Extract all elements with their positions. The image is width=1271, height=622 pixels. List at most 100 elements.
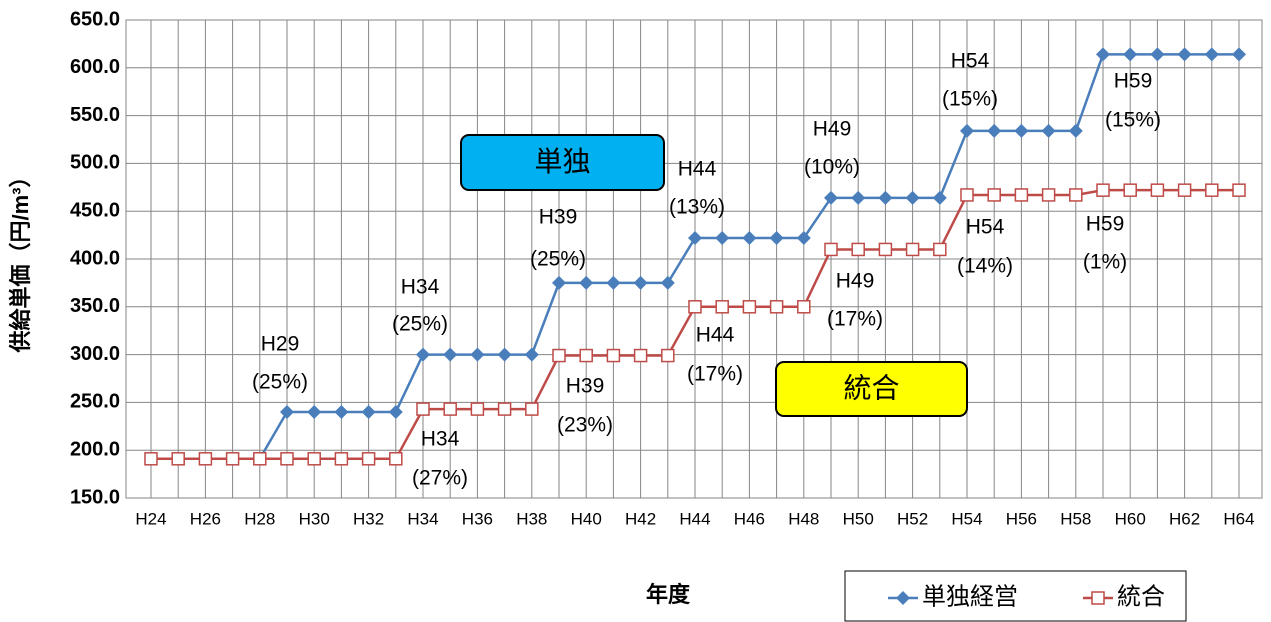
annotation: H39 <box>566 375 605 398</box>
data-point <box>1069 188 1083 202</box>
annotation: H54 <box>951 50 990 73</box>
data-point <box>1232 47 1246 62</box>
data-point <box>1232 183 1246 197</box>
x-tick-label: H40 <box>571 509 602 528</box>
data-point <box>334 452 349 466</box>
data-point <box>334 404 349 419</box>
x-tick-label: H30 <box>299 509 330 528</box>
data-point <box>987 188 1001 202</box>
data-point <box>552 348 566 363</box>
data-point <box>1205 183 1219 197</box>
x-tick-label: H38 <box>516 509 547 528</box>
y-tick-label: 200.0 <box>70 438 120 460</box>
x-tick-label: H62 <box>1169 509 1200 528</box>
data-point <box>932 190 947 205</box>
y-tick-label: 150.0 <box>70 486 120 508</box>
annotation: H59 <box>1086 213 1125 236</box>
x-axis-label: 年度 <box>646 582 691 607</box>
x-tick-label: H58 <box>1060 509 1091 528</box>
data-point <box>1123 183 1137 197</box>
data-point <box>1096 47 1110 62</box>
data-point <box>878 190 893 205</box>
x-tick-label: H46 <box>734 509 765 528</box>
data-point <box>1014 188 1029 202</box>
x-tick-label: H48 <box>788 509 819 528</box>
data-point <box>1204 47 1219 62</box>
x-tick-label: H54 <box>951 509 982 528</box>
data-point <box>633 348 648 363</box>
annotation: (14%) <box>957 255 1013 278</box>
x-tick-label: H36 <box>462 509 493 528</box>
annotation: H44 <box>696 324 735 347</box>
data-point <box>389 452 403 466</box>
data-point <box>1068 123 1083 138</box>
data-point <box>987 123 1002 138</box>
legend-marker <box>896 591 910 605</box>
data-point <box>1150 47 1165 62</box>
x-tick-label: H26 <box>190 509 221 528</box>
data-point <box>905 242 920 257</box>
data-point <box>688 230 702 245</box>
y-tick-label: 500.0 <box>70 152 120 174</box>
data-point <box>198 452 213 466</box>
x-tick-label: H52 <box>897 509 928 528</box>
y-tick-label: 400.0 <box>70 247 120 269</box>
data-point <box>470 347 485 362</box>
annotation: H59 <box>1114 70 1153 93</box>
data-point <box>661 348 675 363</box>
data-point <box>253 452 267 466</box>
data-point <box>388 404 403 419</box>
data-point <box>307 452 321 466</box>
data-point <box>824 190 838 205</box>
data-point <box>933 242 947 257</box>
box-label: 単独 <box>534 146 590 177</box>
data-point <box>524 347 539 362</box>
data-point <box>769 230 784 245</box>
data-point <box>878 242 893 257</box>
data-point <box>525 402 539 416</box>
data-point <box>470 402 485 416</box>
annotation: H44 <box>678 158 717 181</box>
y-tick-label: 550.0 <box>70 104 120 126</box>
data-point <box>796 230 811 245</box>
annotation: (27%) <box>412 467 468 490</box>
legend-label: 統合 <box>1117 583 1165 610</box>
annotation: H49 <box>813 118 852 141</box>
x-tick-label: H60 <box>1115 509 1146 528</box>
y-tick-label: 250.0 <box>70 391 120 413</box>
annotation: (25%) <box>530 248 586 271</box>
x-tick-label: H50 <box>843 509 874 528</box>
data-point <box>579 348 593 363</box>
annotation: (25%) <box>252 371 308 394</box>
data-point <box>742 300 757 314</box>
data-point <box>225 452 240 466</box>
x-tick-label: H56 <box>1006 509 1037 528</box>
data-point <box>905 190 920 205</box>
y-tick-label: 300.0 <box>70 343 120 365</box>
data-point <box>797 300 811 314</box>
label-box <box>460 134 665 191</box>
y-tick-label: 650.0 <box>70 8 120 30</box>
annotation: (23%) <box>557 414 613 437</box>
annotation: H49 <box>836 270 875 293</box>
x-tick-label: H64 <box>1223 509 1254 528</box>
data-point <box>171 452 185 466</box>
data-point <box>715 230 730 245</box>
y-tick-label: 600.0 <box>70 56 120 78</box>
x-tick-label: H34 <box>407 509 438 528</box>
x-tick-label: H24 <box>135 509 166 528</box>
data-point <box>497 402 512 416</box>
data-point <box>633 275 648 290</box>
annotation: (13%) <box>669 196 725 219</box>
annotation: (10%) <box>804 156 860 179</box>
data-point <box>606 348 621 363</box>
data-point <box>688 300 702 314</box>
legend-item: 単独経営 <box>888 583 1018 610</box>
data-point <box>1096 183 1110 197</box>
y-axis-label: 供給単価（円/m³） <box>8 165 33 353</box>
annotation: H54 <box>966 216 1005 239</box>
data-point <box>1014 123 1029 138</box>
data-point <box>1177 183 1192 197</box>
annotation: H29 <box>261 333 300 356</box>
data-point <box>851 190 866 205</box>
